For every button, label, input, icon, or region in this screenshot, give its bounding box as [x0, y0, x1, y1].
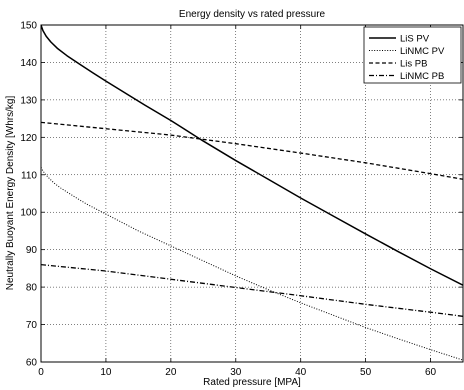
legend-label: LiNMC PV	[400, 46, 445, 57]
plot-border	[40, 24, 464, 363]
legend-label: Lis PB	[400, 59, 427, 70]
x-tick-label: 0	[38, 367, 44, 378]
legend-label: LiS PV	[400, 34, 430, 45]
x-axis-label: Rated pressure [MPA]	[203, 377, 301, 388]
x-axis-ticks: 0 10 20 30 40 50 60	[38, 25, 437, 378]
legend-label: LiNMC PB	[400, 71, 444, 82]
y-tick-label: 110	[21, 170, 37, 181]
series-lines	[41, 25, 463, 361]
series-line-4	[41, 263, 463, 317]
y-tick-label: 90	[26, 245, 38, 256]
y-tick-label: 80	[26, 283, 38, 294]
y-axis-ticks: 60 70 80 90 100 110 120 130 140 150	[20, 21, 463, 369]
x-tick-label: 30	[230, 367, 242, 378]
y-tick-label: 140	[20, 58, 37, 69]
y-axis-label: Neutrally Buoyant Energy Density [Whrs/k…	[5, 96, 16, 291]
x-tick-label: 50	[360, 367, 372, 378]
y-tick-label: 120	[20, 133, 37, 144]
x-tick-label: 20	[165, 367, 177, 378]
y-tick-label: 70	[26, 320, 38, 331]
y-tick-label: 150	[20, 21, 37, 32]
x-tick-label: 60	[425, 367, 437, 378]
y-tick-label: 130	[20, 95, 37, 106]
series-line-2	[41, 167, 463, 361]
legend-box	[363, 26, 462, 84]
x-tick-label: 40	[295, 367, 307, 378]
y-tick-label: 100	[20, 208, 37, 219]
y-tick-label: 60	[26, 358, 38, 369]
series-line-1	[41, 25, 463, 286]
chart-title: Energy density vs rated pressure	[179, 9, 326, 20]
series-line-3	[41, 121, 463, 180]
x-tick-label: 10	[100, 367, 112, 378]
